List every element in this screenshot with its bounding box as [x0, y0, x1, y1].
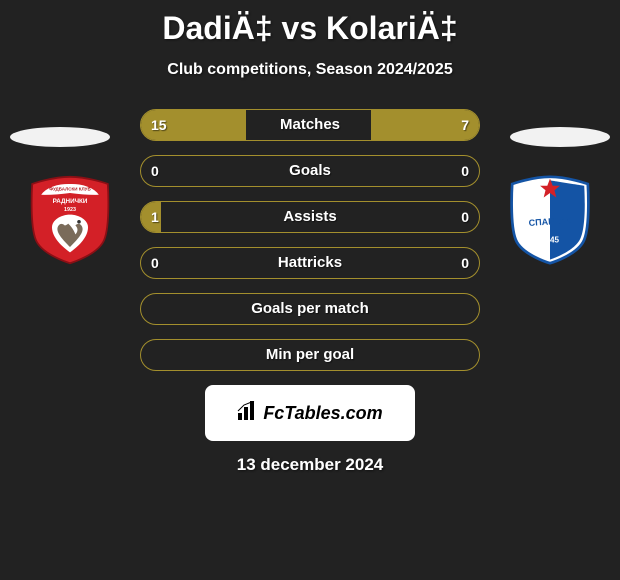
svg-text:РАДНИЧКИ: РАДНИЧКИ	[53, 198, 88, 205]
stat-label: Goals per match	[141, 294, 479, 324]
stat-label: Goals	[141, 156, 479, 186]
shield-icon: ФУДБАЛСКИ КЛУБ РАДНИЧКИ 1923	[25, 175, 115, 265]
svg-text:1945: 1945	[541, 236, 559, 245]
stat-row: 10Assists	[140, 201, 480, 233]
stat-row: 00Hattricks	[140, 247, 480, 279]
player-marker-right	[510, 127, 610, 147]
stat-label: Assists	[141, 202, 479, 232]
footer-brand-text: FcTables.com	[263, 403, 382, 424]
stats-container: 157Matches 00Goals 10Assists 00Hattricks Goa…	[140, 109, 480, 371]
stat-row: Min per goal	[140, 339, 480, 371]
stat-row: 157Matches	[140, 109, 480, 141]
stat-label: Hattricks	[141, 248, 479, 278]
player-marker-left	[10, 127, 110, 147]
stat-row: 00Goals	[140, 155, 480, 187]
chart-icon	[237, 401, 259, 426]
stat-label: Matches	[141, 110, 479, 140]
date-text: 13 december 2024	[0, 455, 620, 475]
svg-text:ФУДБАЛСКИ КЛУБ: ФУДБАЛСКИ КЛУБ	[49, 186, 91, 191]
shield-icon: СПАРТАК 1945	[505, 175, 595, 265]
stat-row: Goals per match	[140, 293, 480, 325]
page-subtitle: Club competitions, Season 2024/2025	[0, 61, 620, 79]
club-badge-left: ФУДБАЛСКИ КЛУБ РАДНИЧКИ 1923	[25, 175, 115, 265]
footer-brand: FcTables.com	[205, 385, 415, 441]
stat-label: Min per goal	[141, 340, 479, 370]
svg-text:1923: 1923	[64, 207, 76, 213]
page-title: DadiÄ‡ vs KolariÄ‡	[0, 0, 620, 47]
club-badge-right: СПАРТАК 1945	[505, 175, 595, 265]
